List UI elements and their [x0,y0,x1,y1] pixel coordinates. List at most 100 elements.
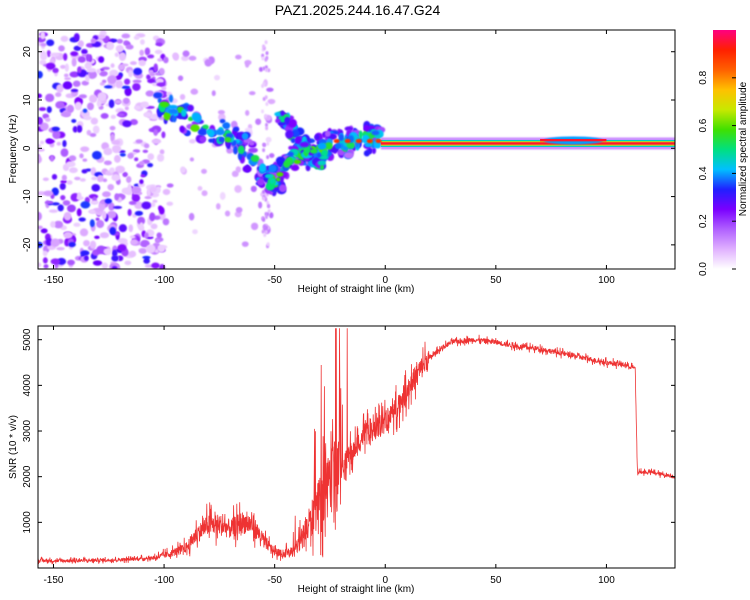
noise-blob [79,228,89,237]
streak-blob [264,215,268,220]
noise-blob [82,108,88,113]
noise-blob [63,73,69,78]
spectrogram-heatmap [38,30,675,269]
noise-blob [111,144,122,154]
noise-blob [265,136,272,143]
noise-blob [98,56,105,63]
noise-blob [64,63,69,72]
noise-blob [68,155,77,162]
noise-blob [123,97,130,105]
noise-blob [111,174,121,182]
secondary-ridge-blob [317,160,326,166]
noise-blob [39,59,47,66]
noise-blob [101,262,108,269]
noise-blob [79,178,86,182]
colorbar-tick-label: 0.2 [698,214,709,228]
noise-blob [46,50,51,58]
noise-blob [77,66,82,74]
ridge-core-blob [287,151,294,157]
noise-blob [180,166,186,174]
streak-blob [261,196,265,201]
streak-blob [265,122,269,127]
streak-blob [262,44,266,49]
noise-blob [110,38,118,43]
shoulder-blob [375,139,382,144]
noise-blob [91,176,98,181]
noise-blob [255,118,262,126]
noise-blob [172,52,180,61]
ridge-blob [232,126,240,132]
noise-blob [92,125,100,134]
noise-blob [42,257,48,264]
noise-blob [115,44,124,53]
noise-blob [154,72,161,76]
colorbar-gradient [713,30,736,269]
noise-blob [155,42,163,47]
ridge-core-blob [334,143,342,150]
secondary-ridge-blob [287,118,297,128]
ridge-core-blob [191,112,201,122]
noise-blob [96,69,101,74]
noise-blob [38,70,43,79]
noise-blob [177,75,184,81]
noise-blob [82,158,88,162]
noise-blob [58,45,65,52]
streak-blob [264,230,268,235]
noise-blob [133,35,140,40]
noise-blob [125,44,134,50]
noise-blob [89,209,96,214]
noise-blob [60,111,71,117]
ridge-blob [290,164,300,171]
noise-blob [38,148,45,152]
secondary-ridge-blob [275,118,281,124]
ridge-blob [256,178,265,186]
noise-blob [146,74,151,80]
noise-blob [111,266,118,269]
noise-blob [147,162,154,168]
noise-blob [44,200,54,205]
noise-blob [59,182,66,190]
noise-blob [51,202,60,206]
noise-blob [89,132,97,137]
noise-blob [38,155,42,164]
noise-blob [258,201,263,209]
noise-blob [217,110,225,115]
noise-blob [201,190,208,197]
noise-blob [51,174,58,180]
noise-blob [140,239,150,248]
noise-blob [61,174,67,181]
shoulder-blob [333,139,340,144]
noise-blob [99,68,105,72]
noise-blob [66,204,76,213]
noise-blob [204,59,212,67]
spectrogram-y-tick-label: 20 [22,46,33,58]
noise-blob [42,177,49,182]
noise-blob [102,191,111,198]
ridge-blob [168,94,174,103]
noise-blob [129,119,138,126]
ridge-core-blob [215,128,225,136]
noise-blob [114,154,121,163]
noise-blob [224,210,231,217]
noise-blob [107,75,117,84]
noise-blob [155,186,161,194]
noise-blob [157,58,163,62]
spectrogram-y-tick-label: -20 [22,237,33,252]
snr-y-tick-label: 3000 [22,419,33,442]
ridge-core-blob [169,108,179,114]
secondary-ridge-blob [299,141,310,148]
spectrogram-x-tick-label: 100 [598,275,615,286]
noise-blob [111,249,118,257]
noise-blob [68,167,78,174]
ridge-core-blob [276,172,284,177]
streak-blob [267,68,271,73]
noise-blob [144,257,150,261]
noise-blob [179,94,186,100]
noise-blob [116,113,125,117]
noise-blob [127,208,132,217]
noise-blob [109,125,116,131]
secondary-ridge-blob [280,110,285,116]
ridge-blob [363,124,370,133]
noise-blob [128,224,134,233]
